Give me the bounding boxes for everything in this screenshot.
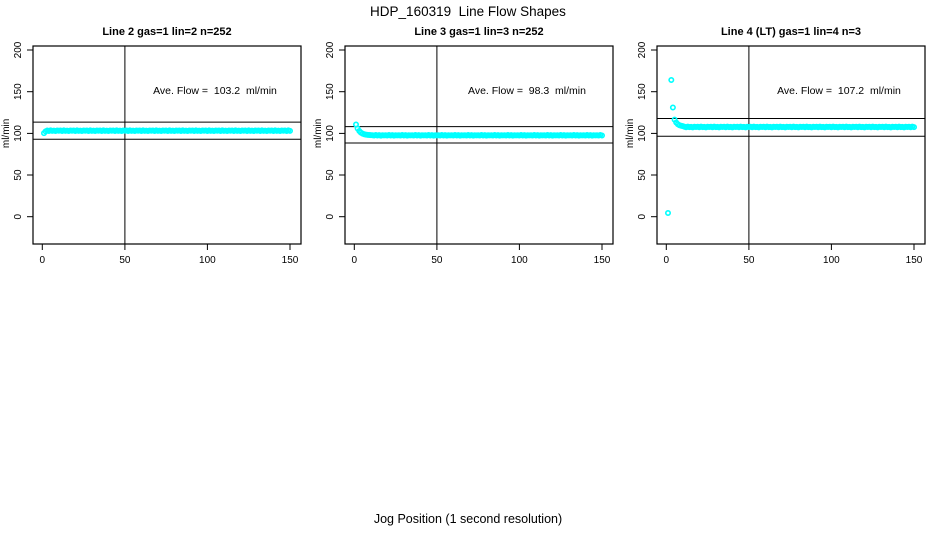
x-axis-tick-label: 50 (119, 255, 131, 266)
panel-line-3: Line 3 gas=1 lin=3 n=252 0 50 100 150 200 0 50 1… (313, 26, 614, 266)
data-point (669, 104, 676, 111)
ave-flow-annotation: Ave. Flow = 107.2 ml/min (777, 85, 901, 97)
data-point (668, 76, 675, 83)
plot-box (344, 45, 614, 245)
x-axis-tick-label: 50 (431, 255, 443, 266)
plot-box (32, 45, 302, 245)
panel-line-2: Line 2 gas=1 lin=2 n=252 0 50 100 150 200 0 50 1… (1, 26, 302, 266)
x-axis-tick-label: 150 (906, 255, 923, 266)
x-axis-tick-label: 0 (352, 255, 358, 266)
y-axis-tick-label: 0 (325, 213, 336, 219)
y-axis-tick-label: 100 (13, 125, 24, 142)
panel-title: Line 3 gas=1 lin=3 n=252 (414, 26, 543, 38)
y-axis-tick-label: 50 (637, 169, 648, 181)
y-axis-tick-label: 0 (13, 213, 24, 219)
x-axis-tick-label: 150 (594, 255, 611, 266)
y-axis-tick-label: 200 (13, 41, 24, 58)
main-title: HDP_160319 Line Flow Shapes (370, 4, 566, 19)
data-points (664, 76, 917, 217)
data-point (598, 132, 605, 139)
x-axis-tick-label: 50 (743, 255, 755, 266)
data-points (40, 127, 293, 137)
y-axis-tick-label: 150 (325, 83, 336, 100)
y-axis-tick-label: 200 (325, 41, 336, 58)
y-axis-unit-label: ml/min (313, 119, 324, 148)
panel-title: Line 4 (LT) gas=1 lin=4 n=3 (721, 26, 861, 38)
panels-row: Line 2 gas=1 lin=2 n=252 0 50 100 150 200 0 50 1… (0, 20, 936, 280)
x-axis-tick-label: 0 (40, 255, 46, 266)
ave-flow-annotation: Ave. Flow = 103.2 ml/min (153, 85, 277, 97)
data-points (352, 121, 605, 139)
x-axis-title: Jog Position (1 second resolution) (373, 512, 563, 526)
y-axis-unit-label: ml/min (625, 119, 636, 148)
data-point (664, 210, 671, 217)
y-axis-tick-label: 0 (637, 213, 648, 219)
x-axis-tick-label: 100 (199, 255, 216, 266)
y-axis-tick-label: 50 (325, 169, 336, 181)
data-point (286, 127, 293, 134)
data-point (910, 124, 917, 131)
x-axis-tick-label: 0 (664, 255, 670, 266)
x-axis-tick-label: 100 (823, 255, 840, 266)
plot-box (656, 45, 926, 245)
y-axis-tick-label: 50 (13, 169, 24, 181)
x-axis-tick-label: 150 (282, 255, 299, 266)
x-axis-tick-label: 100 (511, 255, 528, 266)
panel-title: Line 2 gas=1 lin=2 n=252 (102, 26, 231, 38)
y-axis-tick-label: 100 (325, 125, 336, 142)
panel-line-4: Line 4 (LT) gas=1 lin=4 n=3 0 50 100 150 200 0… (625, 26, 926, 266)
y-axis-tick-label: 150 (637, 83, 648, 100)
ave-flow-annotation: Ave. Flow = 98.3 ml/min (468, 85, 586, 97)
y-axis-tick-label: 100 (637, 125, 648, 142)
y-axis-tick-label: 150 (13, 83, 24, 100)
y-axis-tick-label: 200 (637, 41, 648, 58)
y-axis-unit-label: ml/min (1, 119, 12, 148)
